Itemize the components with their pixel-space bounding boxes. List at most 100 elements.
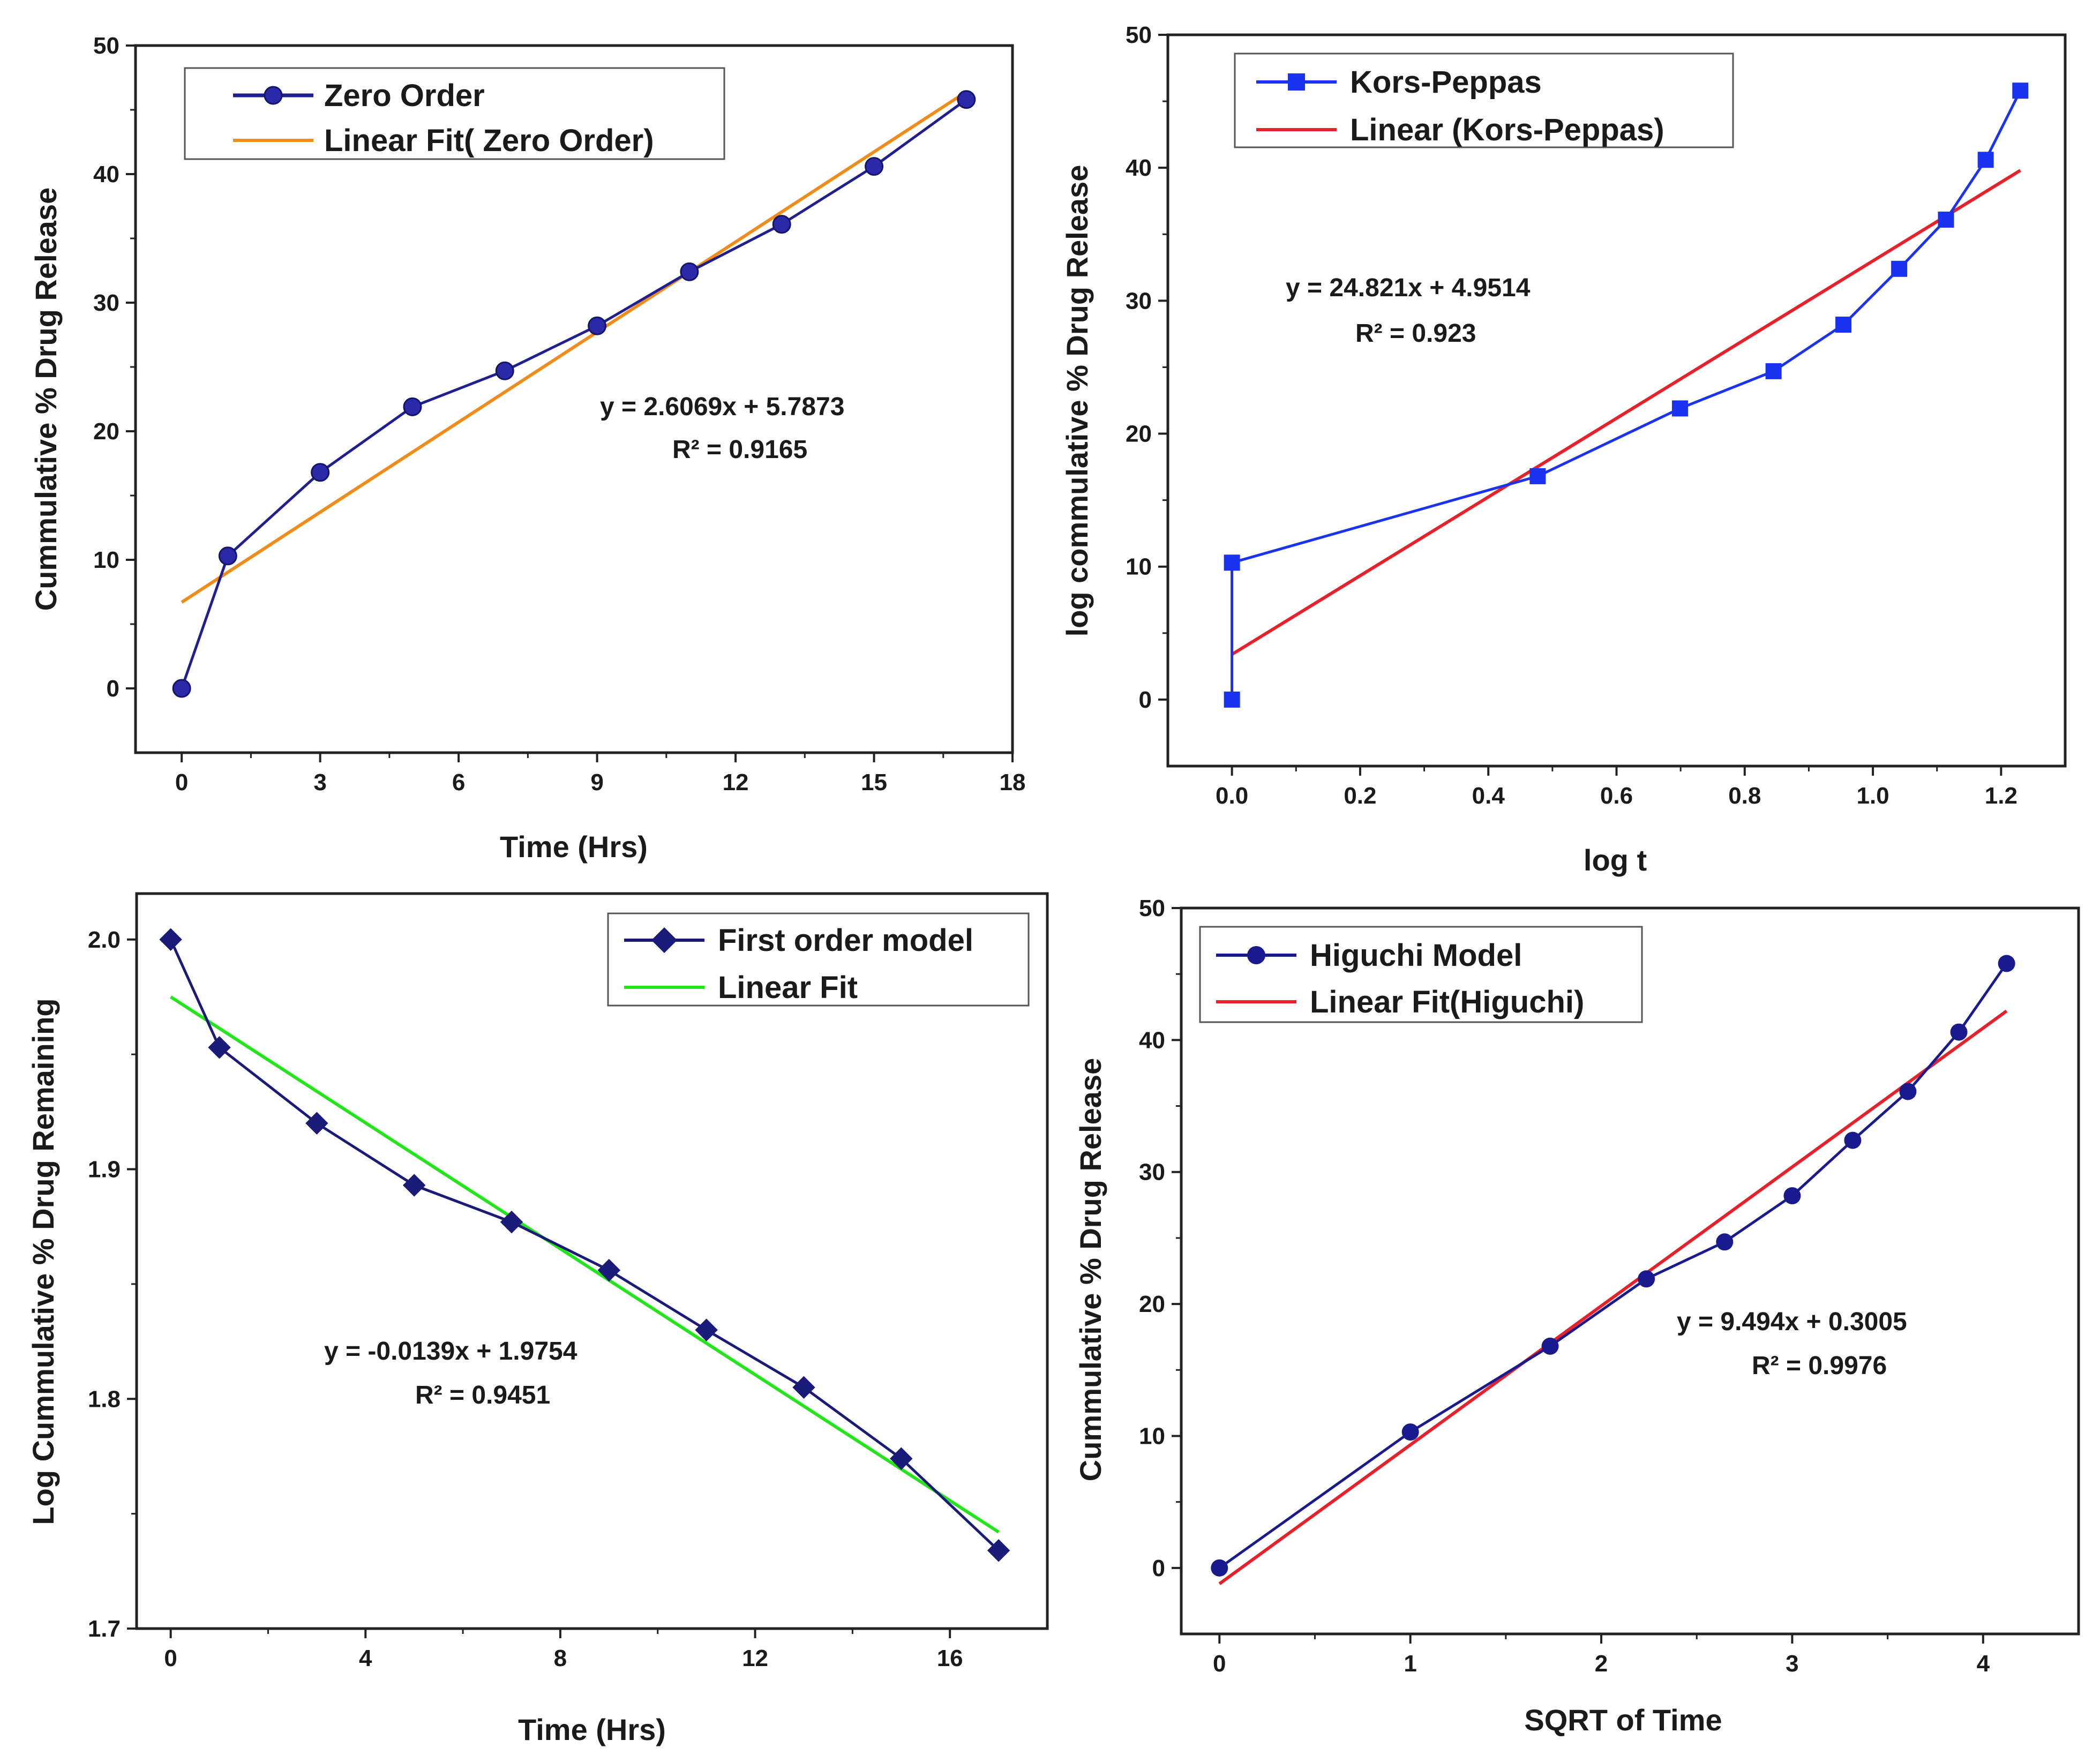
legend: Higuchi Model Linear Fit(Higuchi)	[1199, 926, 1643, 1023]
x-tick-label: 16	[937, 1645, 963, 1671]
y-tick-label: 50	[1139, 895, 1165, 921]
legend-label-linear-fit: Linear Fit( Zero Order)	[324, 123, 654, 158]
data-point	[588, 316, 607, 335]
y-tick-label: 0	[1139, 687, 1152, 713]
x-tick-label: 0.6	[1600, 783, 1633, 809]
data-point	[865, 157, 884, 176]
y-tick-label: 10	[1139, 1423, 1165, 1449]
y-tick-label: 1.8	[88, 1386, 121, 1412]
x-tick-label: 1.0	[1856, 783, 1889, 809]
data-point	[1224, 691, 1240, 708]
data-point	[1224, 554, 1240, 571]
fit-equation: y = 9.494x + 0.3005	[1677, 1308, 1907, 1336]
data-point	[695, 1318, 718, 1341]
legend-label-zero-order: Zero Order	[324, 78, 485, 113]
series-line-0	[1218, 963, 2008, 1569]
panel-first-order: 0 4 8 12 16 1.7 1.8 1.9 2.0 Time (Hrs) Log Cummu…	[26, 892, 1049, 1746]
x-tick-label: 0.8	[1728, 783, 1761, 809]
data-point	[208, 1036, 231, 1059]
data-point	[1950, 1023, 1968, 1041]
data-point	[987, 1539, 1010, 1562]
x-tick-label: 8	[554, 1645, 567, 1671]
data-point	[680, 262, 699, 281]
data-point	[890, 1447, 913, 1470]
legend-label-higuchi: Higuchi Model	[1310, 938, 1522, 973]
data-point	[1671, 400, 1688, 417]
x-tick-label: 6	[452, 769, 465, 796]
y-tick-label: 50	[1126, 22, 1152, 48]
data-point	[159, 928, 182, 951]
x-tick-label: 18	[1000, 769, 1026, 796]
legend: Kors-Peppas Linear (Kors-Peppas)	[1234, 52, 1734, 148]
y-tick-label: 30	[1126, 288, 1152, 314]
panel-zero-order: 0 3 6 9 12 15 18 0 10 20 30 40 50 Time (Hrs) Cummula…	[29, 33, 1025, 864]
x-tick-label: 4	[359, 1645, 372, 1671]
data-point	[1977, 152, 1994, 168]
legend-marker-kors-peppas	[1288, 73, 1305, 91]
data-point	[1783, 1187, 1801, 1205]
plot-frame	[134, 44, 1014, 754]
data-point	[172, 679, 191, 698]
data-point	[218, 546, 237, 566]
panel-kors-peppas: 0.0 0.2 0.4 0.6 0.8 1.0 1.2 0 10 20 30 40 50 log t l…	[1060, 22, 2067, 877]
y-tick-label: 1.9	[88, 1157, 121, 1183]
x-tick-label: 9	[590, 769, 603, 796]
x-tick-label: 0.2	[1344, 783, 1376, 809]
data-point	[500, 1210, 523, 1234]
fit-equation: y = 24.821x + 4.9514	[1286, 274, 1531, 302]
legend-marker-zero-order	[264, 86, 283, 105]
data-point	[305, 1112, 328, 1135]
y-axis-label: Log Cummulative % Drug Remaining	[26, 998, 60, 1525]
legend-box	[1234, 52, 1734, 148]
legend-box	[1199, 926, 1643, 1023]
legend-label-first-order: First order model	[718, 923, 973, 958]
x-axis-label: SQRT of Time	[1524, 1703, 1722, 1737]
y-axis-label: Cummulative % Drug Release	[29, 188, 63, 611]
y-tick-label: 20	[93, 418, 119, 445]
data-point	[1638, 1270, 1655, 1288]
x-tick-label: 0	[1213, 1651, 1226, 1677]
y-tick-label: 50	[93, 33, 119, 59]
series-line-0	[169, 939, 1000, 1552]
data-point	[495, 361, 514, 380]
data-point	[1765, 363, 1782, 379]
y-tick-label: 20	[1126, 421, 1152, 447]
y-tick-label: 10	[93, 547, 119, 573]
plot-frame	[135, 892, 1049, 1630]
fit-r-squared: R² = 0.9165	[672, 436, 807, 464]
legend-label-linear-fit: Linear Fit(Higuchi)	[1310, 985, 1584, 1019]
x-tick-label: 1	[1404, 1651, 1416, 1677]
data-point	[311, 463, 330, 482]
x-axis-label: Time (Hrs)	[518, 1713, 666, 1746]
y-axis-label: log commulative % Drug Release	[1060, 165, 1094, 637]
data-point	[597, 1258, 621, 1282]
data-point	[792, 1376, 815, 1399]
data-point	[1899, 1083, 1917, 1100]
x-tick-label: 12	[742, 1645, 768, 1671]
x-tick-label: 2	[1595, 1651, 1608, 1677]
data-point	[1211, 1559, 1228, 1577]
legend-label-linear-fit: Linear Fit	[718, 970, 858, 1005]
y-tick-label: 1.7	[88, 1616, 121, 1642]
y-tick-label: 0	[1152, 1555, 1165, 1581]
y-tick-label: 30	[1139, 1159, 1165, 1186]
data-point	[1541, 1337, 1559, 1355]
legend: Zero Order Linear Fit( Zero Order)	[184, 67, 725, 160]
x-tick-label: 4	[1977, 1651, 1990, 1677]
x-tick-label: 3	[1786, 1651, 1798, 1677]
fit-line-1	[181, 90, 968, 604]
y-tick-label: 40	[1126, 155, 1152, 181]
x-tick-label: 1.2	[1985, 783, 2018, 809]
data-point	[772, 215, 791, 234]
y-axis-label: Cummulative % Drug Release	[1074, 1058, 1107, 1481]
data-point	[1844, 1131, 1862, 1149]
y-tick-label: 20	[1139, 1291, 1165, 1317]
fit-equation: y = 2.6069x + 5.7873	[600, 393, 844, 421]
legend: First order model Linear Fit	[607, 912, 1030, 1007]
fit-line-1	[169, 995, 1000, 1534]
x-tick-label: 12	[723, 769, 749, 796]
series-line-0	[180, 98, 968, 689]
x-tick-label: 0	[175, 769, 188, 796]
fit-line-1	[1218, 1009, 2008, 1585]
